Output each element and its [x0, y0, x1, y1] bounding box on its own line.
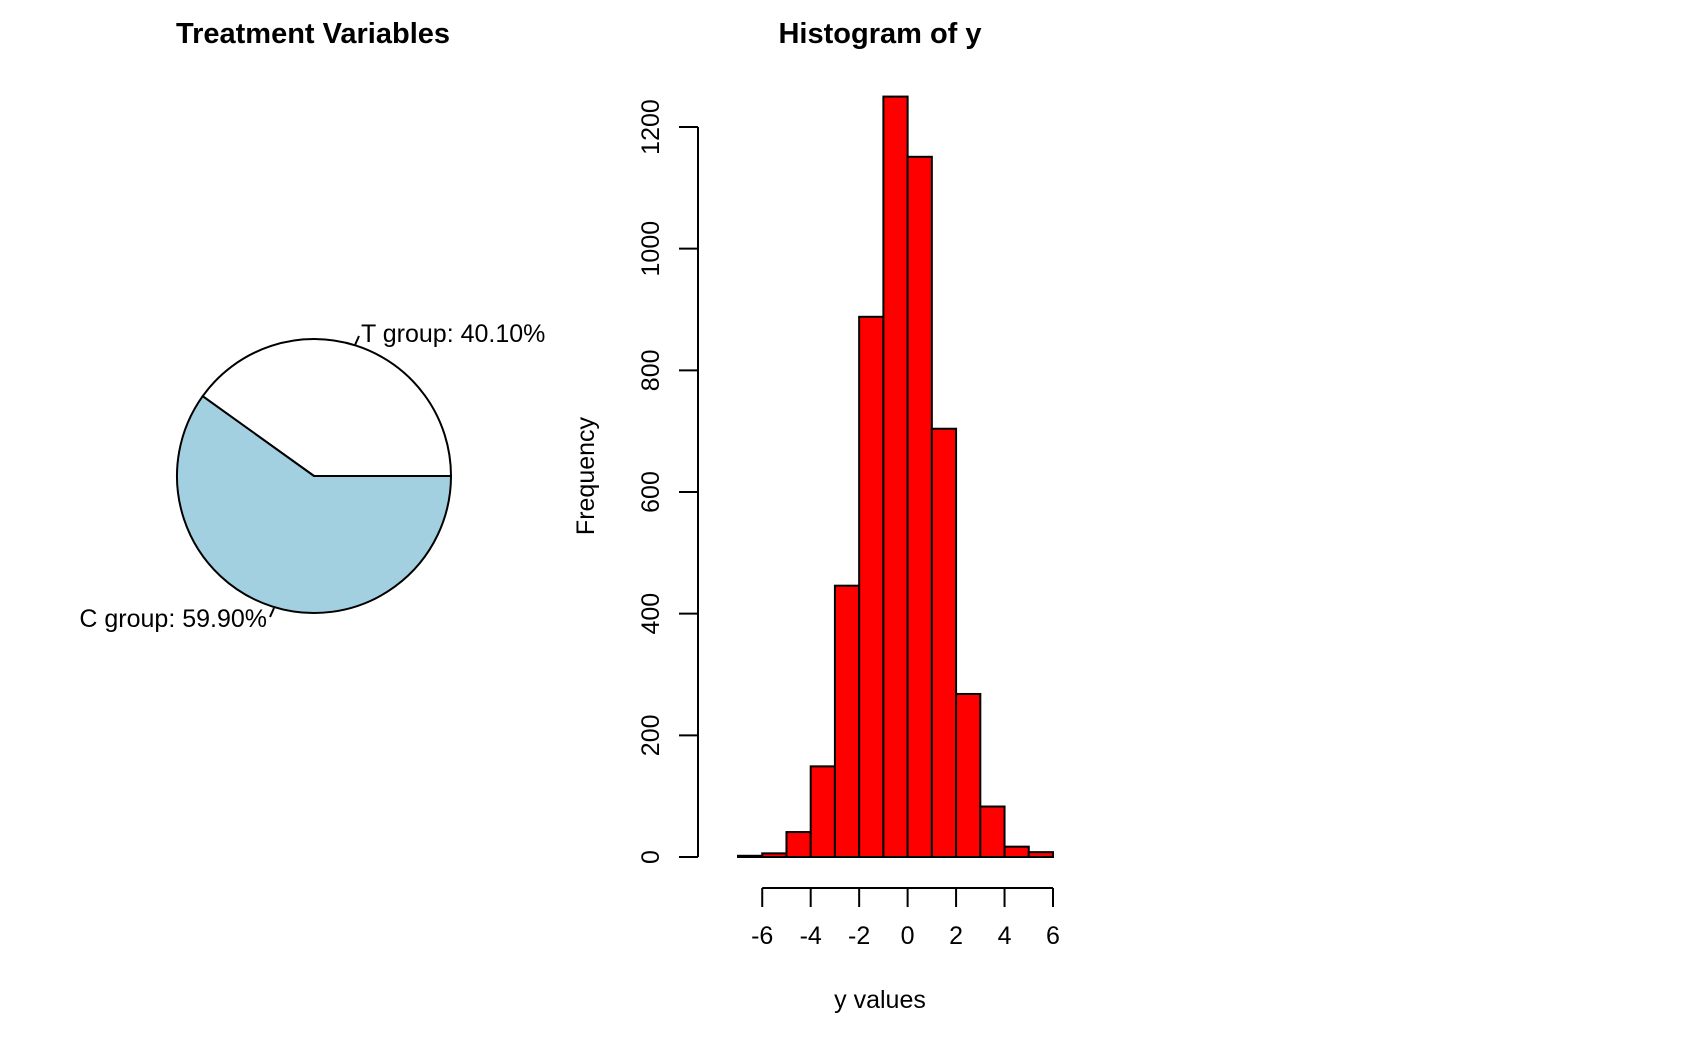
- y-tick-label: 0: [637, 850, 665, 864]
- histogram-bar: [1003, 845, 1030, 858]
- histogram-bar: [785, 831, 812, 859]
- y-axis: 0 200 400 600 800 1000 1200: [637, 99, 699, 864]
- pie-slices: [176, 338, 453, 614]
- histogram-bar: [761, 852, 788, 858]
- pie-slice-c-group: [176, 394, 453, 614]
- x-tick-label: -2: [848, 922, 870, 950]
- histogram-bar: [930, 427, 958, 858]
- c-group-leader-line: [269, 607, 275, 618]
- x-tick-label: 6: [1046, 922, 1060, 950]
- y-tick-label: 600: [637, 471, 665, 513]
- histogram-bar: [858, 315, 885, 858]
- x-tick-label: 2: [949, 922, 963, 950]
- y-tick-label: 1200: [637, 99, 665, 155]
- y-tick-label: 200: [637, 714, 665, 756]
- pie-chart-title: Treatment Variables: [176, 18, 450, 50]
- c-group-label: C group: 59.90%: [79, 605, 267, 633]
- histogram-bars: [737, 95, 1055, 859]
- y-tick-label: 800: [637, 349, 665, 391]
- histogram-bar: [979, 805, 1006, 859]
- histogram-title: Histogram of y: [778, 18, 981, 50]
- histogram-bar: [833, 584, 861, 859]
- y-tick-label: 1000: [637, 221, 665, 277]
- x-axis-label: y values: [834, 986, 926, 1014]
- x-axis: -6 -4 -2 0 2 4 6: [751, 887, 1060, 950]
- x-tick-label: 4: [998, 922, 1012, 950]
- x-tick-label: -4: [800, 922, 822, 950]
- t-group-leader-line: [354, 335, 360, 346]
- y-tick-label: 400: [637, 593, 665, 635]
- pie-slice-t-group: [201, 338, 453, 477]
- histogram-bar: [737, 854, 764, 858]
- x-tick-label: 0: [901, 922, 915, 950]
- pie-chart-panel: Treatment Variables T group: 40.10% C gr…: [79, 18, 545, 633]
- y-axis-label: Frequency: [572, 416, 600, 535]
- histogram-bar: [955, 692, 982, 859]
- histogram-bar: [809, 765, 836, 859]
- t-group-label: T group: 40.10%: [361, 320, 545, 348]
- histogram-bar: [1027, 851, 1055, 859]
- pie-labels: T group: 40.10% C group: 59.90%: [79, 320, 545, 633]
- x-tick-label: -6: [751, 922, 773, 950]
- histogram-bar: [882, 95, 909, 859]
- histogram-bar: [906, 155, 933, 858]
